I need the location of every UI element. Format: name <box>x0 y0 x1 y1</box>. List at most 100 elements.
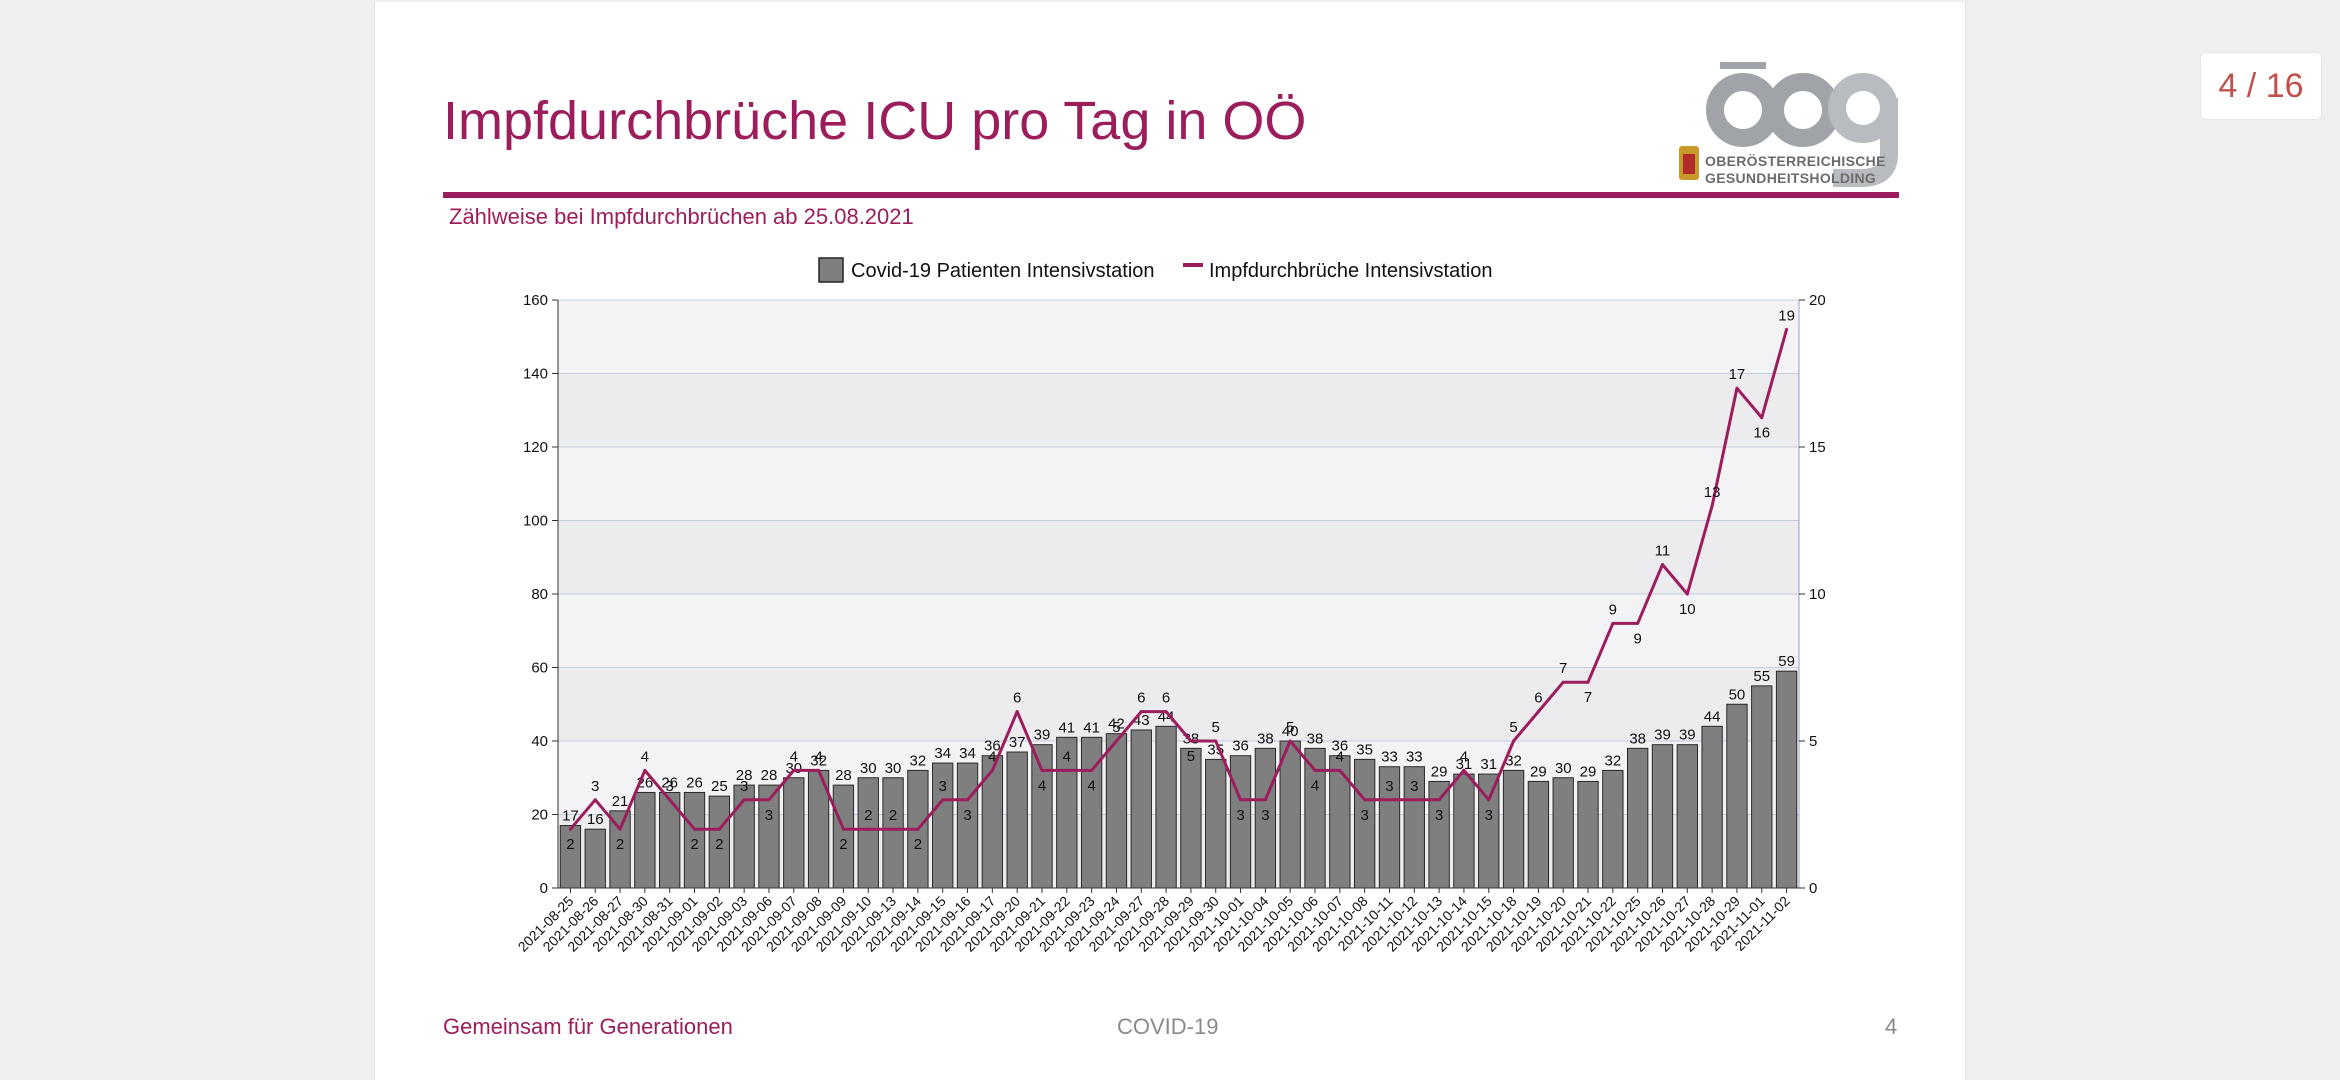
line-point <box>1065 768 1069 772</box>
y-tick-label: 140 <box>523 366 548 383</box>
bar-value-label: 33 <box>1381 749 1398 766</box>
bar-value-label: 38 <box>1629 730 1646 747</box>
y-tick-label: 160 <box>523 292 548 309</box>
line-value-label: 2 <box>566 836 574 853</box>
line-point <box>767 798 771 802</box>
line-point <box>891 827 895 831</box>
bar <box>1453 773 1475 889</box>
line-value-label: 3 <box>1435 807 1443 824</box>
line-point <box>1015 710 1019 714</box>
bar-value-label: 28 <box>761 767 778 784</box>
line-point <box>1263 798 1267 802</box>
line-point <box>1735 386 1739 390</box>
page-indicator[interactable]: 4 / 16 <box>2200 52 2322 120</box>
footer-topic: COVID-19 <box>1117 1014 1219 1039</box>
subtitle: Zählweise bei Impfdurchbrüchen ab 25.08.… <box>449 204 914 229</box>
line-point <box>1114 739 1118 743</box>
line-value-label: 3 <box>740 778 748 795</box>
plot-band <box>558 300 1799 374</box>
line-point <box>966 798 970 802</box>
line-value-label: 5 <box>1286 719 1294 736</box>
line-point <box>1387 798 1391 802</box>
line-value-label: 3 <box>666 778 674 795</box>
bar <box>882 777 904 889</box>
title-rule <box>443 192 1899 198</box>
bar-value-label: 50 <box>1729 686 1746 703</box>
legend-bar-label: Covid-19 Patienten Intensivstation <box>851 260 1155 282</box>
y-tick-label: 100 <box>523 513 548 530</box>
line-value-label: 3 <box>963 807 971 824</box>
y-tick-label: 120 <box>523 439 548 456</box>
line-value-label: 2 <box>839 836 847 853</box>
line-value-label: 17 <box>1729 366 1746 383</box>
bar <box>956 762 979 889</box>
line-value-label: 2 <box>914 836 922 853</box>
bar-value-label: 42 <box>1108 716 1125 733</box>
line-value-label: 5 <box>1509 719 1517 736</box>
bar-value-label: 37 <box>1009 734 1026 751</box>
line-value-label: 3 <box>1360 807 1368 824</box>
bar-value-label: 29 <box>1431 763 1448 780</box>
bar <box>1651 744 1674 889</box>
y-tick-label: 80 <box>531 586 548 603</box>
bar <box>1527 780 1550 889</box>
line-point <box>1214 739 1218 743</box>
plot-band <box>558 447 1799 521</box>
bar-value-label: 33 <box>1406 749 1423 766</box>
bar-value-label: 31 <box>1480 756 1497 773</box>
bar <box>634 791 656 889</box>
bar-value-label: 29 <box>1530 763 1547 780</box>
line-point <box>916 827 920 831</box>
bar-value-label: 30 <box>1555 760 1572 777</box>
bar-value-label: 35 <box>1356 741 1373 758</box>
line-point <box>1090 768 1094 772</box>
line-point <box>693 827 697 831</box>
bar <box>1626 747 1649 889</box>
line-point <box>1338 768 1342 772</box>
line-point <box>643 768 647 772</box>
bar <box>1130 729 1152 889</box>
y2-tick-label: 15 <box>1809 439 1826 456</box>
slide: Impfdurchbrüche ICU pro Tag in OÖ OBERÖS… <box>374 2 1966 1080</box>
legend: Covid-19 Patienten Intensivstation Impfd… <box>818 257 1493 283</box>
line-value-label: 3 <box>1261 807 1269 824</box>
bar-value-label: 28 <box>736 767 753 784</box>
bar <box>1006 751 1028 889</box>
line-point <box>1040 768 1044 772</box>
line-point <box>618 827 622 831</box>
bar-value-label: 44 <box>1704 708 1721 725</box>
line-point <box>1660 563 1664 567</box>
line-point <box>1139 710 1143 714</box>
bar-series <box>559 670 1798 889</box>
bar-value-label: 28 <box>835 767 852 784</box>
bar-value-label: 30 <box>860 760 877 777</box>
line-value-label: 6 <box>1162 690 1170 707</box>
bar <box>857 777 879 889</box>
line-value-label: 4 <box>1063 748 1071 765</box>
line-value-label: 5 <box>1112 719 1120 736</box>
line-path <box>569 328 1789 831</box>
legend-line-label: Impfdurchbrüche Intensivstation <box>1209 260 1493 282</box>
plot-band <box>558 667 1799 741</box>
bar <box>1751 685 1773 889</box>
line-point <box>1586 680 1590 684</box>
bar-value-label: 31 <box>1456 756 1473 773</box>
bar-value-label: 32 <box>810 752 827 769</box>
line-value-label: 3 <box>1410 778 1418 795</box>
bar <box>1155 725 1177 889</box>
bar-value-label: 17 <box>562 808 579 825</box>
bar-value-label: 16 <box>587 811 604 828</box>
y-axis-left: 0 20 40 60 80 100 120 140 160 <box>523 292 559 897</box>
y-tick-label: 0 <box>540 880 548 897</box>
bar <box>1105 733 1128 889</box>
bar <box>1279 740 1301 889</box>
bar <box>559 825 582 889</box>
line-value-label: 9 <box>1633 630 1641 647</box>
bar-value-label: 32 <box>1505 752 1522 769</box>
bar-value-label: 59 <box>1778 653 1795 670</box>
y-tick-label: 20 <box>531 807 548 824</box>
y-axis-right: 0 5 10 15 20 <box>1798 292 1826 897</box>
line-value-label: 13 <box>1704 484 1721 501</box>
legend-bar-swatch <box>818 257 844 283</box>
